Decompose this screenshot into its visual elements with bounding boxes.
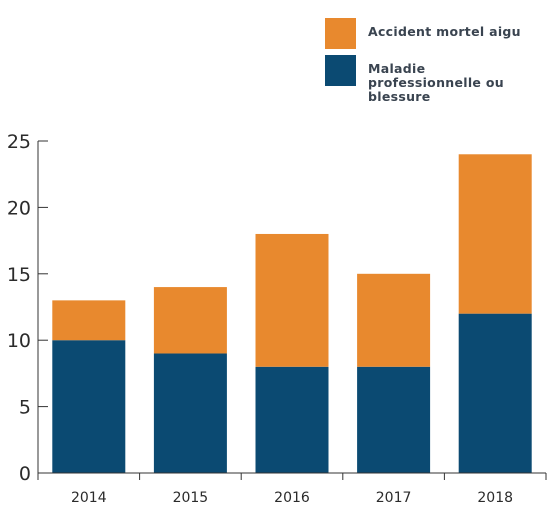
bar-2017-series-1 [357,273,431,367]
bar-2018-series-0 [458,313,532,473]
y-tick-label-15: 15 [7,264,31,286]
y-tick-label-25: 25 [7,131,31,153]
y-tick-label-5: 5 [19,397,31,419]
bar-2015-series-0 [153,353,227,473]
x-tick-label-2015: 2015 [173,490,209,506]
bar-2018-series-1 [458,154,532,314]
legend-label-accident: Accident mortel aigu [368,24,521,39]
x-tick-label-2017: 2017 [376,490,412,506]
legend-label-maladie: Maladie professionnelle ou blessure [368,61,504,104]
bar-2014-series-0 [52,340,126,473]
legend-item-accident: Accident mortel aigu [325,18,543,49]
legend-swatch-maladie [325,55,356,86]
x-tick-label-2014: 2014 [71,490,107,506]
bar-2016-series-0 [255,366,329,473]
legend-swatch-accident [325,18,356,49]
x-tick-label-2018: 2018 [477,490,513,506]
legend-item-maladie: Maladie professionnelle ou blessure [325,55,543,104]
bar-2015-series-1 [153,287,227,354]
x-tick-label-2016: 2016 [274,490,310,506]
y-tick-label-20: 20 [7,197,31,219]
chart-legend: Accident mortel aigu Maladie professionn… [325,18,543,110]
bar-2016-series-1 [255,233,329,367]
bar-2017-series-0 [357,366,431,473]
bar-2014-series-1 [52,300,126,341]
y-tick-label-0: 0 [19,463,31,485]
y-tick-label-10: 10 [7,330,31,352]
